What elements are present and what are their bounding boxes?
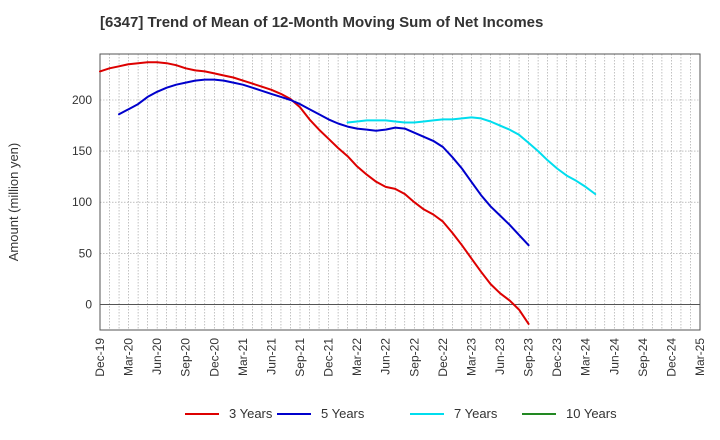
x-tick-label: Mar-23 [464,338,478,376]
legend-label: 10 Years [566,406,617,421]
legend-label: 3 Years [229,406,273,421]
legend: 3 Years 5 Years 7 Years 10 Years [0,400,720,430]
legend-label: 7 Years [454,406,498,421]
x-tick-label: Dec-19 [93,338,107,377]
x-tick-label: Mar-24 [579,338,593,376]
legend-item-10-years: 10 Years [522,406,617,421]
x-tick-label: Dec-22 [436,338,450,377]
y-tick-label: 0 [85,297,92,311]
legend-swatch [522,412,556,415]
series-line-5-years [118,78,530,247]
x-tick-label: Jun-21 [264,338,278,375]
chart-area: 0 50 100 150 200 Dec-19 Mar-20 Jun-20 Sep-20 Dec-… [6,53,707,377]
series-line-3-years [99,61,530,325]
x-tick-label: Jun-22 [379,338,393,375]
legend-item-3-years: 3 Years [185,406,272,421]
x-tick-label: Sep-22 [407,338,421,377]
x-tick-label: Jun-23 [493,338,507,375]
legend-label: 5 Years [321,406,365,421]
legend-swatch [277,412,311,415]
x-tick-label: Sep-20 [179,338,193,377]
x-tick-label: Dec-20 [207,338,221,377]
plot-frame [99,53,701,331]
series [99,61,597,325]
x-tick-label: Mar-21 [236,338,250,376]
series-line-7-years [346,116,597,195]
x-tick-label: Sep-23 [522,338,536,377]
y-tick-label: 50 [79,246,93,260]
chart-title: [6347] Trend of Mean of 12-Month Moving … [100,14,544,31]
x-tick-label: Dec-24 [664,338,678,377]
x-tick-label: Jun-24 [607,338,621,375]
x-tick-label: Dec-23 [550,338,564,377]
x-tick-label: Sep-21 [293,338,307,377]
legend-item-5-years: 5 Years [277,406,364,421]
legend-swatch [410,412,444,415]
y-axis-label: Amount (million yen) [6,143,21,262]
y-tick-label: 100 [72,195,92,209]
legend-swatch [185,412,219,415]
y-tick-label: 150 [72,144,92,158]
x-tick-label: Dec-21 [322,338,336,377]
legend-item-7-years: 7 Years [410,406,497,421]
x-tick-label: Mar-25 [693,338,707,376]
grid [100,54,700,330]
y-tick-label: 200 [72,93,92,107]
x-tick-label: Jun-20 [150,338,164,375]
x-tick-label: Mar-22 [350,338,364,376]
x-tick-label: Sep-24 [636,338,650,377]
axes: 0 50 100 150 200 Dec-19 Mar-20 Jun-20 Sep-20 Dec-… [72,93,707,377]
x-tick-label: Mar-20 [122,338,136,376]
